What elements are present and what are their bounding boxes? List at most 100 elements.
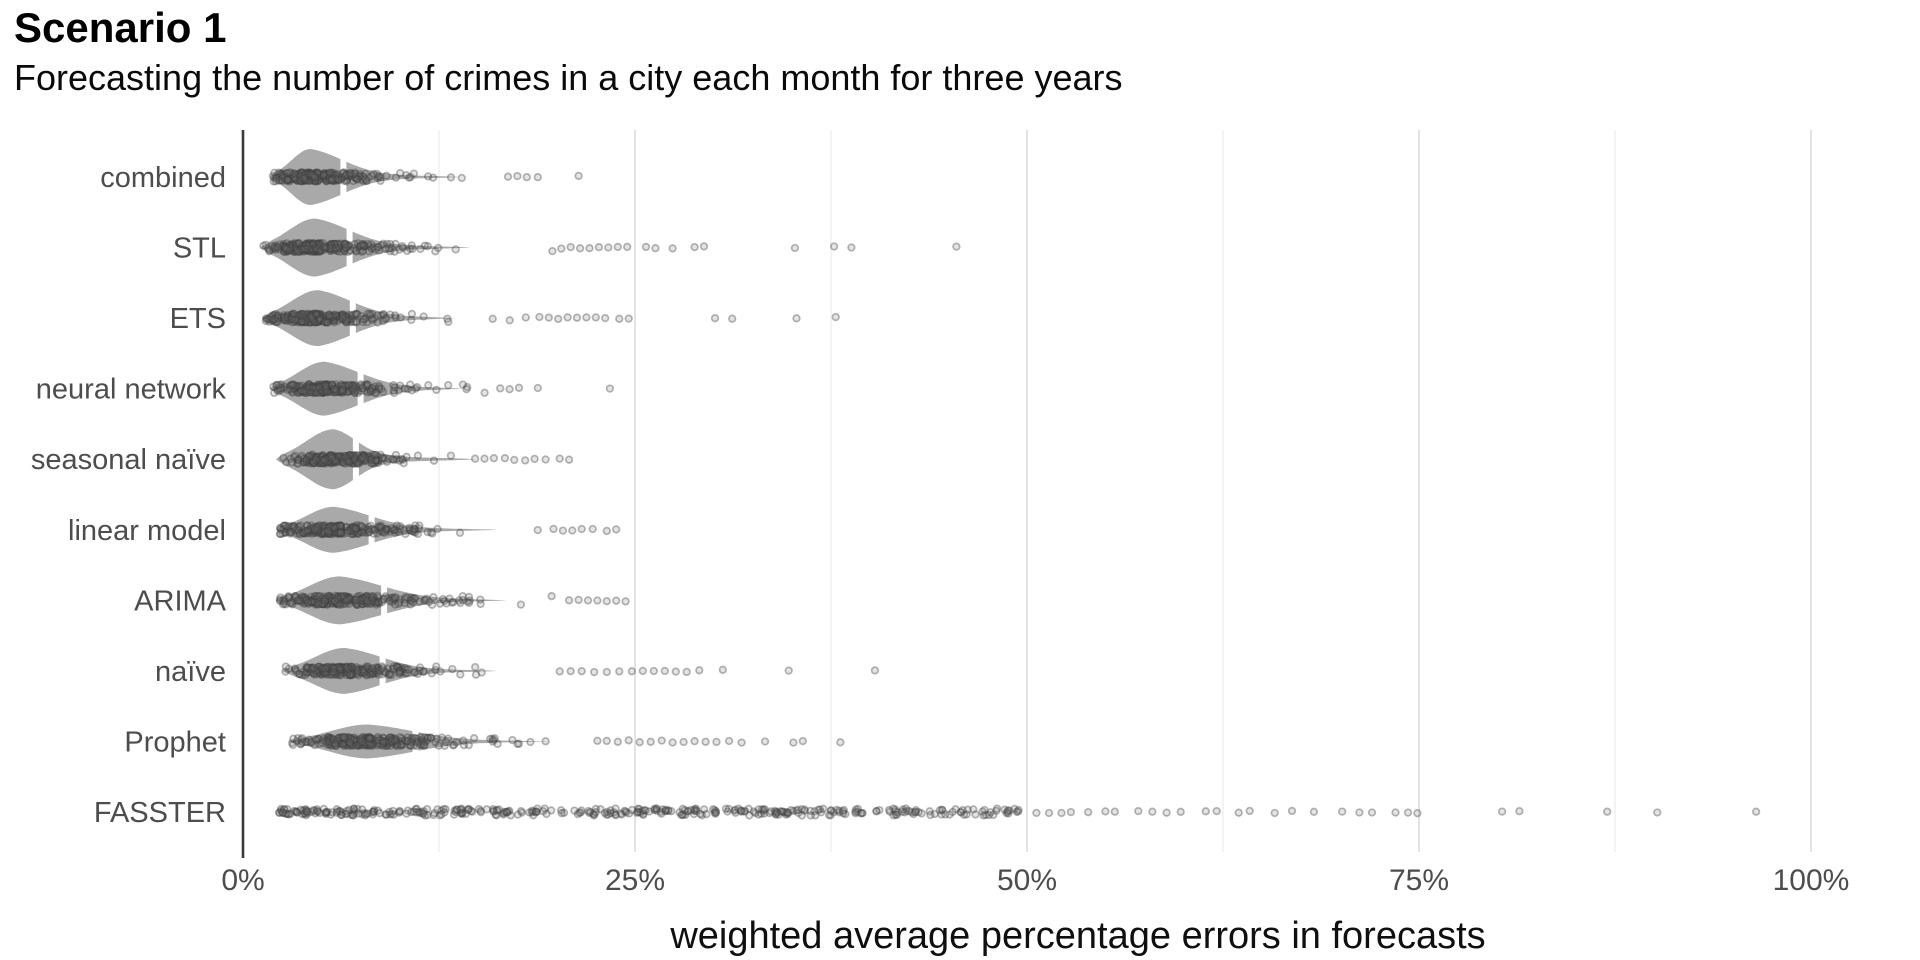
data-point	[301, 318, 310, 327]
data-point	[300, 245, 309, 254]
data-point	[344, 310, 353, 319]
outlier-point	[1403, 808, 1413, 817]
data-point	[274, 168, 283, 177]
outlier-point	[514, 383, 524, 392]
data-point	[305, 315, 315, 324]
data-point	[284, 314, 293, 324]
data-point	[281, 244, 290, 253]
outlier-point	[710, 314, 720, 323]
data-point	[276, 169, 285, 179]
data-point	[286, 313, 296, 323]
data-point	[326, 241, 335, 251]
data-point	[306, 239, 315, 248]
data-point	[814, 805, 823, 814]
data-point	[326, 312, 336, 321]
data-point	[360, 811, 370, 820]
outlier-point	[544, 313, 553, 322]
data-point	[316, 310, 326, 319]
data-point	[295, 176, 305, 186]
outlier-point	[724, 736, 734, 746]
data-point	[361, 176, 371, 185]
data-point	[342, 243, 351, 253]
data-point	[409, 169, 419, 178]
data-point	[531, 808, 541, 817]
data-point	[279, 316, 289, 325]
data-point	[320, 315, 330, 324]
data-point	[268, 245, 278, 254]
data-point	[313, 240, 322, 250]
data-point	[322, 807, 331, 817]
data-point	[316, 243, 325, 252]
data-point	[301, 172, 310, 182]
violin-median-gap	[346, 215, 353, 280]
data-point	[309, 245, 318, 255]
data-point	[358, 315, 368, 324]
row-seasonal-naive	[275, 426, 574, 493]
data-point	[338, 311, 347, 320]
data-point	[304, 241, 314, 251]
data-point	[307, 174, 317, 183]
outlier-point	[613, 737, 622, 746]
data-point	[280, 315, 289, 324]
data-point	[391, 173, 401, 182]
outlier-point	[577, 524, 586, 534]
data-point	[280, 243, 289, 252]
data-point	[305, 313, 315, 322]
data-point	[591, 808, 600, 817]
data-point	[274, 176, 284, 185]
data-point	[360, 175, 370, 184]
data-point	[386, 239, 395, 249]
data-point	[391, 311, 400, 320]
data-point	[311, 246, 320, 256]
y-category-label-fasster: FASSTER	[94, 797, 226, 829]
data-point	[342, 177, 351, 186]
data-point	[309, 239, 318, 248]
data-point	[305, 172, 314, 181]
data-point	[298, 171, 308, 180]
data-point	[327, 240, 337, 249]
data-point	[330, 313, 339, 322]
data-point	[428, 173, 438, 182]
data-point	[292, 245, 302, 254]
data-point	[806, 811, 815, 820]
outlier-point	[470, 454, 480, 463]
data-point	[312, 318, 321, 327]
data-point	[359, 242, 368, 251]
data-point	[488, 314, 497, 323]
data-point	[320, 171, 329, 180]
data-point	[321, 242, 330, 251]
data-point	[640, 806, 649, 815]
data-point	[327, 453, 337, 463]
data-point	[452, 805, 461, 814]
data-point	[406, 172, 415, 182]
data-point	[312, 317, 321, 326]
data-point	[432, 385, 441, 395]
data-point	[345, 246, 355, 255]
data-point	[330, 244, 339, 253]
data-point	[355, 169, 365, 179]
data-point	[315, 246, 324, 256]
data-point	[321, 664, 330, 673]
data-point	[374, 246, 384, 255]
data-point	[302, 317, 312, 327]
data-point	[309, 313, 318, 323]
data-point	[299, 244, 309, 253]
data-point	[359, 172, 368, 182]
row-naive	[281, 644, 880, 697]
data-point	[345, 246, 355, 255]
violin-stl	[260, 218, 471, 277]
data-point	[329, 313, 338, 322]
data-point	[363, 596, 372, 606]
data-point	[318, 312, 327, 321]
data-point	[319, 170, 328, 180]
data-point	[290, 169, 299, 178]
y-category-label-neural-network: neural network	[36, 374, 227, 406]
data-point	[423, 242, 432, 251]
y-category-label-seasonal-naive: seasonal naïve	[31, 444, 226, 476]
data-point	[331, 243, 340, 252]
data-point	[971, 810, 980, 819]
data-point	[315, 173, 325, 182]
data-point	[326, 239, 336, 249]
data-point	[327, 242, 337, 251]
data-point	[265, 246, 274, 255]
